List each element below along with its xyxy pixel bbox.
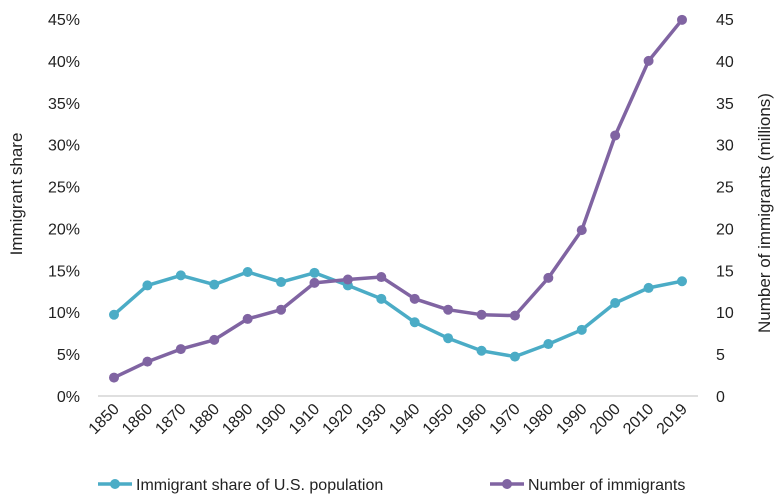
series-2-point [142,356,153,367]
series-2-point [409,293,420,304]
series-1-point [309,267,320,278]
right-tick-label: 10 [716,305,734,322]
series-1-point [509,351,520,362]
x-tick-label: 1940 [386,401,423,438]
right-tick-label: 5 [716,347,725,364]
series-2-point [376,272,387,283]
x-tick-label: 1970 [487,401,524,438]
x-tick-label: 1950 [420,401,457,438]
x-tick-label: 1870 [152,401,189,438]
left-tick-label: 45% [48,12,80,29]
series-1-line [112,270,684,359]
series-2-point [643,55,654,66]
series-1-point [376,293,387,304]
series-1-point [677,276,687,287]
left-tick-label: 5% [57,347,80,364]
series-2-point [109,372,119,383]
legend-label: Number of immigrants [528,477,685,494]
left-tick-label: 20% [48,221,80,238]
left-tick-label: 15% [48,263,80,280]
series-2-point [276,304,287,315]
series-layer [109,14,687,383]
legend-item-1: Immigrant share of U.S. population [98,477,383,494]
series-2-point [209,334,220,345]
series-1-point [409,317,420,328]
series-2-point [543,272,554,283]
legend-label: Immigrant share of U.S. population [136,477,383,494]
x-tick-label: 2010 [620,401,657,438]
x-axis-ticks: 1850186018701880189019001910192019301940… [86,401,691,438]
x-tick-label: 1920 [320,401,357,438]
series-1-point [476,345,487,356]
legend-swatch-marker [110,479,120,489]
series-1-point [643,282,654,293]
x-tick-label: 1910 [286,401,323,438]
series-1-point [443,333,454,344]
right-tick-label: 45 [716,12,734,29]
right-tick-label: 30 [716,138,734,155]
x-tick-label: 1850 [86,401,123,438]
series-2-point [309,277,320,288]
x-tick-label: 1930 [353,401,390,438]
right-axis-title: Number of immigrants (millions) [755,93,774,333]
series-2-point [576,225,587,236]
series-2 [109,14,687,383]
left-tick-label: 0% [57,389,80,406]
legend-swatch-marker [502,479,512,489]
series-2-point [242,313,253,324]
series-1-point [576,324,587,335]
series-2-point [677,14,687,25]
x-tick-label: 1980 [520,401,557,438]
series-1-point [142,280,153,291]
left-tick-label: 10% [48,305,80,322]
left-tick-label: 40% [48,54,80,71]
right-tick-label: 15 [716,263,734,280]
right-tick-label: 35 [716,96,734,113]
x-tick-label: 1960 [453,401,490,438]
right-tick-label: 0 [716,389,725,406]
legend: Immigrant share of U.S. population Number… [98,477,685,494]
right-tick-label: 20 [716,221,734,238]
series-2-point [610,130,621,141]
legend-item-2: Number of immigrants [490,477,685,494]
x-tick-label: 1990 [553,401,590,438]
series-1-point [109,309,119,320]
series-2-point [509,310,520,321]
series-1-point [175,270,186,281]
series-2-point [175,344,186,355]
left-tick-label: 30% [48,138,80,155]
series-1-point [276,277,287,288]
x-tick-label: 2000 [587,401,624,438]
left-tick-label: 35% [48,96,80,113]
left-axis-ticks: 0% 5% 10% 15% 20% 25% 30% 35% 40% 45% [48,12,80,406]
series-2-line [112,18,684,380]
series-1-point [543,339,554,350]
series-1-point [610,298,621,309]
right-tick-label: 40 [716,54,734,71]
series-1-point [242,267,253,278]
series-2-point [342,274,353,285]
series-1 [109,267,687,362]
left-axis-title: Immigrant share [7,133,26,256]
series-2-point [443,304,454,315]
x-tick-label: 1890 [219,401,256,438]
left-tick-label: 25% [48,180,80,197]
x-tick-label: 1900 [253,401,290,438]
x-tick-label: 1880 [186,401,223,438]
x-tick-label: 2019 [654,401,691,438]
x-tick-label: 1860 [119,401,156,438]
right-tick-label: 25 [716,180,734,197]
right-axis-ticks: 0 5 10 15 20 25 30 35 40 45 [716,12,734,406]
series-2-point [476,309,487,320]
series-1-point [209,279,220,290]
